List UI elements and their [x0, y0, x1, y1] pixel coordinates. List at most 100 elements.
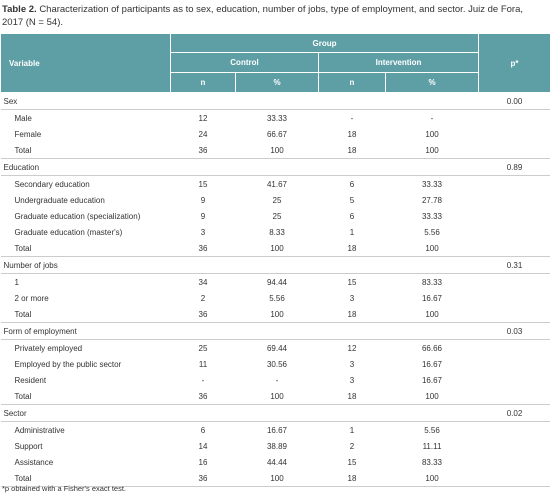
cell: 25	[272, 211, 282, 221]
data-row: Total 36 100 18 100	[0, 240, 550, 257]
cell: 5.56	[269, 293, 285, 303]
cell	[479, 340, 550, 357]
cell: 11	[198, 359, 208, 369]
cell	[385, 256, 479, 274]
data-row: Total 36 100 18 100	[0, 470, 550, 487]
cell: 83.33	[421, 457, 443, 467]
cell	[479, 126, 550, 142]
cell: 36	[170, 240, 236, 257]
cell	[479, 372, 550, 388]
data-row: 2 or more 2 5.56 3 16.67	[1, 290, 550, 306]
header-cell: %	[235, 72, 319, 93]
group-label: Sector	[0, 404, 171, 422]
cell	[479, 422, 550, 439]
cell: 18	[318, 388, 386, 405]
cell	[479, 110, 550, 127]
cell: 36	[170, 142, 236, 159]
data-row: Resident - - 3 16.67	[1, 372, 550, 388]
cell: 100	[235, 240, 319, 257]
data-row: Administrative 6 16.67 1 5.56	[1, 422, 550, 439]
cell	[479, 274, 550, 291]
row-label: Total	[0, 470, 171, 487]
data-row: Male 12 33.33 - -	[1, 110, 550, 127]
cell: 66.66	[421, 343, 443, 353]
cell: 15	[347, 277, 357, 287]
cell: 15	[347, 457, 357, 467]
cell: 8.33	[269, 227, 285, 237]
cell	[385, 92, 479, 110]
cell	[479, 224, 550, 240]
cell	[170, 322, 236, 340]
header-cell: n	[170, 72, 236, 93]
cell: 100	[385, 306, 479, 323]
group-row: Sex 0.00	[0, 92, 550, 110]
p-value: 0.02	[478, 404, 550, 422]
cell: 41.67	[266, 179, 288, 189]
cell	[170, 256, 236, 274]
cell	[235, 158, 319, 176]
header-cell: n	[318, 72, 386, 93]
cell	[478, 388, 550, 405]
data-row: Total 36 100 18 100	[0, 388, 550, 405]
data-row: Employed by the public sector 11 30.56 3 16.…	[1, 356, 550, 372]
data-row: Assistance 16 44.44 15 83.33	[1, 454, 550, 470]
cell: 44.44	[266, 457, 288, 467]
cell: 9	[200, 211, 206, 221]
cell: 16.67	[421, 359, 443, 369]
cell: 100	[425, 129, 439, 139]
cell: 100	[235, 470, 319, 487]
cell: 18	[318, 142, 386, 159]
cell: -	[430, 113, 434, 123]
p-value: 0.89	[478, 158, 550, 176]
cell: 5.56	[424, 227, 440, 237]
cell: 30.56	[266, 359, 288, 369]
cell: 3	[349, 359, 355, 369]
cell: -	[350, 113, 354, 123]
cell: 27.78	[421, 195, 443, 205]
cell: 24	[198, 129, 208, 139]
table-header: Variable Group p* Control Intervention n% n%	[0, 33, 550, 93]
cell: 100	[385, 142, 479, 159]
row-label: 2 or more	[14, 293, 49, 303]
header-cell: Control	[170, 52, 319, 73]
p-value: 0.00	[478, 92, 550, 110]
group-label: Number of jobs	[0, 256, 171, 274]
cell: 33.33	[421, 211, 443, 221]
cell	[385, 322, 479, 340]
cell: 5	[349, 195, 355, 205]
cell: 25	[272, 195, 282, 205]
row-label: Graduate education (master's)	[14, 227, 123, 237]
data-row: Total 36 100 18 100	[0, 142, 550, 159]
row-label: Graduate education (specialization)	[14, 211, 141, 221]
cell: 100	[235, 306, 319, 323]
data-row: Graduate education (master's) 3 8.33 1 5.56	[1, 224, 550, 240]
cell: 1	[349, 425, 355, 435]
cell: 15	[198, 179, 208, 189]
cell: -	[201, 375, 205, 385]
group-label: Sex	[0, 92, 171, 110]
cell	[479, 176, 550, 193]
cell: 6	[349, 179, 355, 189]
cell: 5.56	[424, 425, 440, 435]
row-label: Employed by the public sector	[14, 359, 122, 369]
cell: 3	[349, 293, 355, 303]
cell	[479, 356, 550, 372]
cell	[478, 306, 550, 323]
cell: 11.11	[422, 441, 442, 451]
row-label: Total	[0, 240, 171, 257]
cell: 3	[349, 375, 355, 385]
cell	[170, 404, 236, 422]
row-label: Undergraduate education	[14, 195, 105, 205]
title-label: Table 2.	[2, 4, 37, 15]
cell: 6	[200, 425, 206, 435]
data-row: Privately employed 25 69.44 12 66.66	[1, 340, 550, 357]
p-value: 0.31	[478, 256, 550, 274]
cell: 18	[318, 306, 386, 323]
cell: 12	[198, 113, 208, 123]
cell: 1	[349, 227, 355, 237]
p-value: 0.03	[478, 322, 550, 340]
cell: 38.89	[266, 441, 288, 451]
cell	[479, 290, 550, 306]
cell	[385, 158, 479, 176]
